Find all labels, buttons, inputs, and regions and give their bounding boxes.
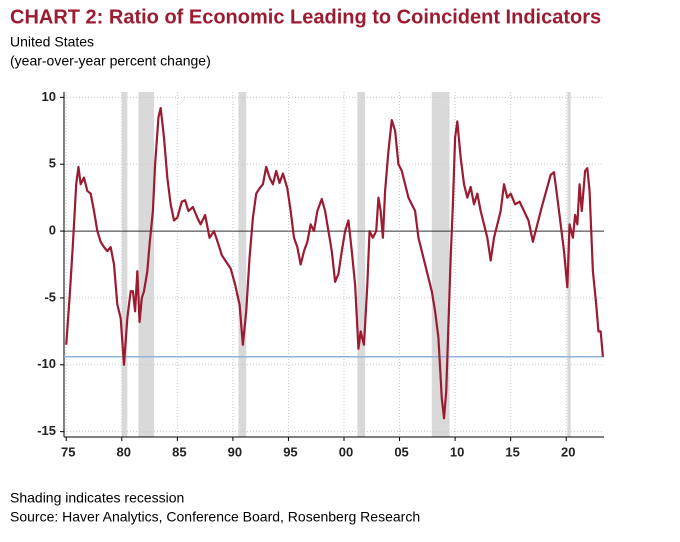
subtitle: (year-over-year percent change) — [10, 53, 211, 69]
x-tick-label: 00 — [339, 444, 353, 459]
y-tick-label: 0 — [49, 223, 56, 238]
x-tick-label: 20 — [561, 444, 575, 459]
chart-title: CHART 2: Ratio of Economic Leading to Co… — [10, 6, 601, 28]
y-tick-label: 10 — [42, 89, 56, 104]
x-tick-label: 80 — [117, 444, 131, 459]
y-tick-label: -5 — [44, 289, 56, 304]
x-tick-label: 90 — [228, 444, 242, 459]
y-tick-label: -10 — [37, 356, 56, 371]
x-tick-label: 15 — [505, 444, 519, 459]
recession-band — [357, 92, 366, 437]
recession-band — [121, 92, 128, 437]
recession-band — [138, 92, 154, 437]
subtitle: United States — [10, 34, 94, 50]
x-tick-label: 75 — [61, 444, 75, 459]
x-tick-label: 05 — [394, 444, 408, 459]
x-tick-label: 10 — [450, 444, 464, 459]
x-tick-label: 85 — [172, 444, 186, 459]
data-line — [65, 106, 604, 420]
x-tick-label: 95 — [283, 444, 297, 459]
recession-band — [238, 92, 247, 437]
recession-band — [431, 92, 450, 437]
y-tick-label: 5 — [49, 156, 56, 171]
note: Shading indicates recession — [10, 490, 184, 506]
source: Source: Haver Analytics, Conference Boar… — [10, 509, 420, 525]
y-tick-label: -15 — [37, 423, 56, 438]
